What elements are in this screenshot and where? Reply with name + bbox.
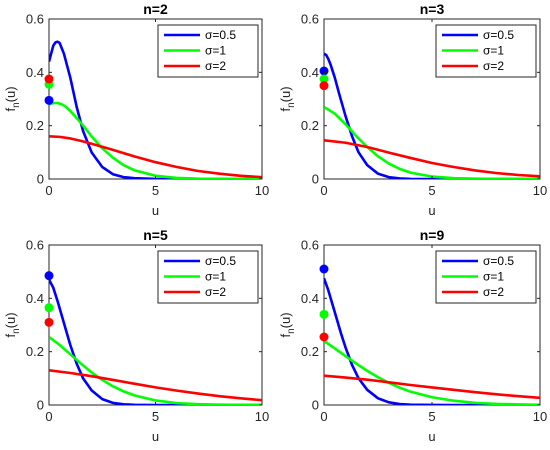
y-axis-label: fn(u) <box>278 86 297 111</box>
series-line-1 <box>324 52 540 179</box>
y-tick-label: 0.6 <box>26 12 44 27</box>
legend-label: σ=0.5 <box>205 254 236 268</box>
legend-label: σ=2 <box>205 59 226 73</box>
chart-title: n=2 <box>143 1 168 17</box>
x-tick-label: 0 <box>320 409 327 424</box>
x-tick-label: 5 <box>152 409 159 424</box>
y-tick-label: 0.4 <box>26 65 44 80</box>
series-line-3 <box>324 139 540 178</box>
series-marker-3 <box>44 317 54 327</box>
legend: σ=0.5 σ=1σ=2 <box>157 250 259 304</box>
series-marker-1 <box>44 95 54 105</box>
legend: σ=0.5 σ=1σ=2 <box>435 24 537 78</box>
series-line-3 <box>49 369 262 402</box>
legend: σ=0.5 σ=1σ=2 <box>435 250 537 304</box>
series-line-3 <box>49 135 262 179</box>
y-tick-label: 0 <box>312 172 319 187</box>
series-marker-2 <box>319 74 329 84</box>
legend-box <box>157 250 259 304</box>
legend-label: σ=1 <box>205 44 226 58</box>
y-tick-label: 0.6 <box>301 12 319 27</box>
legend: σ=0.5 σ=1σ=2 <box>157 24 259 78</box>
x-axis-label: u <box>152 203 159 218</box>
y-tick-label: 0 <box>37 172 44 187</box>
series-line-2 <box>324 105 540 179</box>
series-line-2 <box>49 335 262 405</box>
subplot-3: 0 5 10 0 0.2 0.4 0.6 n=5 u fn(u) σ=0.5 σ=1σ=2 <box>3 227 269 444</box>
x-tick-label: 10 <box>255 183 269 198</box>
x-tick-label: 0 <box>320 183 327 198</box>
legend-label: σ=1 <box>483 270 504 284</box>
y-tick-label: 0.2 <box>26 118 44 133</box>
legend-label: σ=1 <box>483 44 504 58</box>
x-tick-label: 0 <box>45 409 52 424</box>
series-marker-3 <box>44 74 54 84</box>
series-marker-1 <box>319 264 329 274</box>
series-line-3 <box>324 374 540 400</box>
legend-label: σ=1 <box>205 270 226 284</box>
legend-label: σ=2 <box>483 285 504 299</box>
x-axis-label: u <box>428 429 435 444</box>
series-line-1 <box>49 40 262 179</box>
series-line-1 <box>49 279 262 405</box>
legend-label: σ=0.5 <box>483 28 514 42</box>
legend-label: σ=0.5 <box>483 254 514 268</box>
subplot-4: 0 5 10 0 0.2 0.4 0.6 n=9 u fn(u) σ=0.5 σ=1σ=2 <box>278 227 547 444</box>
series-line-2 <box>49 101 262 179</box>
series-marker-2 <box>44 303 54 313</box>
x-tick-label: 10 <box>255 409 269 424</box>
y-tick-label: 0 <box>312 398 319 413</box>
series-line-1 <box>324 277 540 405</box>
subplot-1: 0 5 10 0 0.2 0.4 0.6 n=2 u fn(u) σ=0.5 σ=1σ=2 <box>3 1 269 218</box>
x-tick-label: 5 <box>428 183 435 198</box>
y-tick-label: 0.2 <box>301 118 319 133</box>
series-marker-2 <box>319 309 329 319</box>
series-marker-1 <box>44 271 54 281</box>
y-tick-label: 0.2 <box>26 344 44 359</box>
x-tick-label: 0 <box>45 183 52 198</box>
series-marker-3 <box>319 332 329 342</box>
y-tick-label: 0.4 <box>301 65 319 80</box>
chart-title: n=3 <box>420 1 445 17</box>
series-marker-1 <box>319 66 329 76</box>
y-tick-label: 0 <box>37 398 44 413</box>
series-line-2 <box>324 339 540 405</box>
legend-label: σ=0.5 <box>205 28 236 42</box>
chart-title: n=9 <box>420 227 445 243</box>
legend-label: σ=2 <box>205 285 226 299</box>
y-axis-label: fn(u) <box>278 312 297 337</box>
subplot-2: 0 5 10 0 0.2 0.4 0.6 n=3 u fn(u) σ=0.5 σ=1σ=2 <box>278 1 547 218</box>
y-axis-label: fn(u) <box>3 86 22 111</box>
legend-label: σ=2 <box>483 59 504 73</box>
y-tick-label: 0.4 <box>301 291 319 306</box>
series-marker-3 <box>319 81 329 91</box>
x-tick-label: 5 <box>428 409 435 424</box>
x-tick-label: 10 <box>533 409 547 424</box>
y-tick-label: 0.2 <box>301 344 319 359</box>
x-axis-label: u <box>428 203 435 218</box>
x-tick-label: 5 <box>152 183 159 198</box>
y-tick-label: 0.4 <box>26 291 44 306</box>
chart-title: n=5 <box>143 227 168 243</box>
y-tick-label: 0.6 <box>26 238 44 253</box>
x-axis-label: u <box>152 429 159 444</box>
x-tick-label: 10 <box>533 183 547 198</box>
y-tick-label: 0.6 <box>301 238 319 253</box>
y-axis-label: fn(u) <box>3 312 22 337</box>
